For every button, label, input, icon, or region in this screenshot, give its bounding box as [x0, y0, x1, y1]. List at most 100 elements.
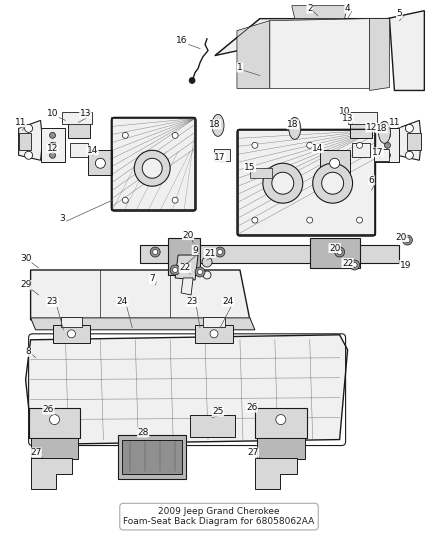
Text: 3: 3: [60, 214, 65, 223]
Circle shape: [321, 172, 343, 194]
Polygon shape: [19, 133, 31, 150]
Text: 18: 18: [376, 124, 387, 133]
Polygon shape: [237, 21, 270, 88]
Circle shape: [134, 150, 170, 186]
Text: 7: 7: [149, 274, 155, 284]
Text: 11: 11: [15, 118, 26, 127]
Circle shape: [173, 268, 178, 272]
Bar: [255, 408, 307, 438]
Text: 19: 19: [399, 261, 411, 270]
Text: 13: 13: [80, 109, 91, 118]
Text: 6: 6: [369, 176, 374, 185]
Circle shape: [337, 249, 342, 255]
Bar: [122, 440, 182, 474]
Bar: [250, 168, 272, 178]
Text: 14: 14: [87, 146, 98, 155]
Text: 22: 22: [180, 263, 191, 272]
Bar: [195, 325, 233, 343]
Bar: [190, 415, 235, 437]
Circle shape: [95, 158, 106, 168]
Circle shape: [218, 249, 223, 255]
Polygon shape: [255, 457, 297, 489]
Text: 26: 26: [43, 405, 54, 414]
Bar: [63, 112, 92, 124]
Circle shape: [263, 163, 303, 203]
Circle shape: [385, 132, 390, 139]
Text: 11: 11: [389, 118, 400, 127]
Text: 27: 27: [247, 448, 258, 457]
Circle shape: [313, 163, 353, 203]
Polygon shape: [270, 19, 370, 88]
Text: 14: 14: [312, 144, 323, 153]
Bar: [60, 317, 82, 327]
Text: 24: 24: [223, 297, 233, 306]
Text: 2: 2: [307, 4, 313, 13]
Bar: [28, 408, 81, 438]
Polygon shape: [41, 128, 66, 162]
Polygon shape: [320, 150, 350, 175]
Text: 30: 30: [20, 254, 32, 263]
Text: 12: 12: [47, 144, 58, 153]
Text: 23: 23: [47, 297, 58, 306]
Text: 27: 27: [30, 448, 41, 457]
Polygon shape: [215, 11, 424, 91]
Polygon shape: [407, 133, 421, 150]
Text: 5: 5: [396, 9, 402, 18]
Bar: [140, 245, 399, 263]
Text: 25: 25: [212, 407, 224, 416]
Text: 21: 21: [205, 248, 216, 257]
Bar: [352, 143, 370, 157]
Circle shape: [385, 152, 390, 158]
Circle shape: [189, 77, 195, 84]
Text: 12: 12: [366, 123, 377, 132]
Text: 16: 16: [177, 36, 188, 45]
Text: 9: 9: [192, 246, 198, 255]
Ellipse shape: [212, 115, 224, 136]
Text: 20: 20: [396, 232, 407, 241]
Circle shape: [330, 158, 339, 168]
Polygon shape: [31, 270, 250, 320]
Circle shape: [352, 263, 357, 268]
Text: 26: 26: [246, 403, 258, 412]
Text: 10: 10: [339, 107, 350, 116]
Circle shape: [49, 132, 56, 139]
Circle shape: [67, 330, 75, 338]
Circle shape: [172, 132, 178, 139]
Bar: [350, 120, 371, 139]
Bar: [257, 438, 305, 459]
Bar: [203, 317, 225, 327]
Polygon shape: [31, 318, 255, 330]
Polygon shape: [310, 238, 360, 268]
Circle shape: [252, 217, 258, 223]
Circle shape: [210, 330, 218, 338]
Ellipse shape: [289, 117, 301, 139]
Polygon shape: [397, 120, 421, 160]
Circle shape: [272, 172, 294, 194]
Text: 18: 18: [209, 120, 221, 129]
Circle shape: [172, 197, 178, 203]
Text: 8: 8: [26, 348, 32, 356]
Bar: [118, 434, 186, 480]
Polygon shape: [88, 150, 112, 175]
Polygon shape: [292, 6, 348, 19]
Bar: [214, 149, 230, 161]
Polygon shape: [31, 457, 72, 489]
Circle shape: [203, 271, 211, 279]
Circle shape: [198, 270, 202, 274]
Circle shape: [350, 260, 360, 270]
Text: 22: 22: [342, 259, 353, 268]
Circle shape: [122, 132, 128, 139]
Text: 15: 15: [244, 163, 256, 172]
Text: 24: 24: [117, 297, 128, 306]
Polygon shape: [175, 255, 198, 280]
Circle shape: [170, 265, 180, 275]
Text: 18: 18: [287, 120, 299, 129]
Circle shape: [202, 257, 212, 267]
Circle shape: [406, 124, 413, 132]
Circle shape: [335, 247, 345, 257]
Text: 28: 28: [138, 428, 149, 437]
Text: 17: 17: [372, 148, 383, 157]
Polygon shape: [112, 118, 195, 210]
Circle shape: [385, 142, 390, 148]
Bar: [53, 325, 90, 343]
